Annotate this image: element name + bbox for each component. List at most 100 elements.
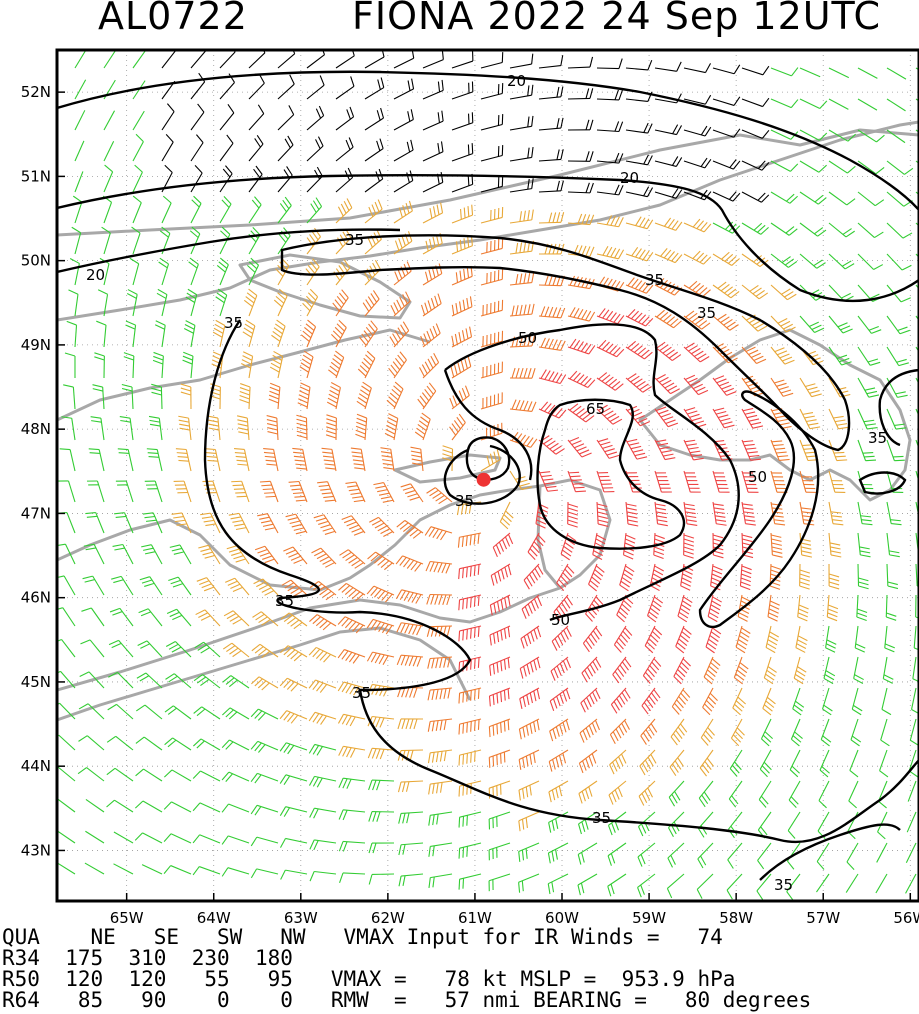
contour-65 [536, 398, 686, 550]
wind-barb [549, 718, 570, 742]
wind-barb [880, 718, 890, 747]
coastline-gulf-south [57, 484, 541, 592]
wind-barb [119, 415, 134, 441]
wind-barb [625, 308, 654, 327]
wind-barb [799, 253, 826, 269]
wind-barb [654, 309, 682, 329]
wind-barb [248, 196, 262, 224]
wind-barb [257, 513, 279, 534]
wind-barb [451, 143, 474, 162]
wind-barb [427, 749, 453, 764]
wind-barb [192, 802, 221, 813]
contour-label-65: 65 [586, 400, 605, 418]
wind-barb [83, 543, 105, 565]
wind-barb [277, 196, 292, 224]
contour-label-20: 20 [620, 169, 639, 187]
wind-barb [451, 112, 474, 131]
wind-barb [654, 341, 682, 362]
wind-barb [136, 704, 163, 720]
wind-barb [735, 625, 751, 654]
wind-barb [74, 110, 86, 131]
wind-barb [458, 749, 482, 766]
wind-barb [700, 718, 715, 746]
wind-barb [770, 532, 783, 558]
wind-barb [248, 165, 263, 193]
wind-barb [279, 774, 308, 785]
wind-barb [819, 749, 830, 778]
wind-barb [625, 216, 654, 230]
wind-barb [567, 338, 596, 355]
wind-barb [703, 656, 721, 685]
wind-barb [577, 873, 598, 896]
wind-barb [712, 313, 739, 331]
wind-barb [712, 64, 741, 75]
wind-barb [856, 594, 868, 622]
r34-row: R34 175 310 230 180 [2, 948, 293, 969]
wind-barb [283, 546, 308, 565]
wind-barb [578, 780, 598, 804]
wind-barb [480, 299, 504, 317]
wind-barb [364, 138, 384, 162]
wind-barb [101, 226, 111, 255]
wind-barb [518, 718, 540, 740]
wind-barb [306, 75, 325, 100]
wind-barb [770, 439, 790, 461]
wind-barb [68, 289, 79, 317]
wind-barb [280, 612, 308, 630]
wind-barb [770, 160, 799, 172]
wind-barb [74, 140, 85, 162]
contour-label-20: 20 [507, 72, 526, 90]
contour-35-southeast [759, 823, 901, 881]
wind-barb [523, 563, 544, 590]
wind-barb [251, 643, 279, 659]
wind-barb [789, 749, 801, 778]
wind-barb [816, 873, 830, 893]
wind-barb [451, 265, 473, 286]
wind-barb [509, 209, 534, 224]
wind-barb [741, 439, 761, 461]
wind-barb [885, 594, 897, 621]
wind-barb [192, 738, 221, 751]
wind-barb [300, 319, 317, 348]
wind-barb [567, 56, 594, 69]
wind-barb [480, 176, 504, 193]
wind-barb [741, 532, 754, 559]
wind-barb [538, 55, 564, 69]
wind-barb [580, 687, 601, 713]
wind-barb [204, 448, 221, 472]
wind-barb [368, 842, 395, 854]
wind-barb [393, 139, 414, 162]
wind-barb [654, 439, 676, 461]
wind-barb [607, 842, 627, 866]
wind-barb [165, 673, 192, 689]
wind-barb [886, 532, 900, 558]
wind-barb [637, 842, 656, 867]
wind-barb [822, 687, 833, 716]
wind-barb [393, 231, 413, 255]
wind-barb [625, 186, 654, 198]
wind-barb [538, 470, 559, 492]
wind-barb [886, 315, 910, 335]
wind-barb [828, 315, 853, 334]
wind-barb [57, 798, 76, 813]
wind-barb [489, 656, 511, 676]
wind-barb [654, 278, 683, 296]
wind-barb [828, 501, 844, 526]
wind-barb [281, 579, 308, 597]
wind-barb [857, 377, 880, 398]
wind-barb [613, 625, 633, 653]
wind-barb [88, 448, 105, 472]
wind-barb [886, 160, 914, 175]
wind-barb [884, 625, 896, 653]
wind-barb [879, 749, 889, 778]
contour-label-50: 50 [551, 611, 570, 629]
wind-barb [520, 625, 542, 649]
wind-barb [547, 842, 569, 864]
wind-barb [180, 383, 192, 410]
wind-barb [886, 222, 913, 239]
wind-barb [683, 125, 712, 137]
wind-barb [817, 811, 830, 840]
wind-barb [248, 104, 265, 131]
wind-barb [396, 654, 424, 667]
wind-barb [339, 872, 366, 883]
